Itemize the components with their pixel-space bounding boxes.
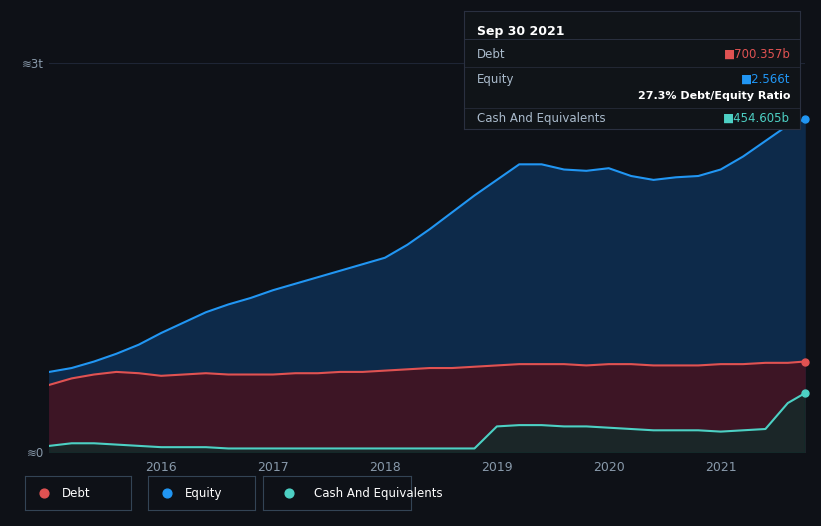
Text: ■454.605b: ■454.605b: [723, 112, 791, 125]
Text: Debt: Debt: [477, 48, 506, 61]
Point: [160, 489, 173, 498]
Point: [798, 389, 811, 398]
Point: [798, 115, 811, 124]
Text: Equity: Equity: [477, 73, 515, 86]
Text: Sep 30 2021: Sep 30 2021: [477, 25, 565, 38]
Text: 27.3% Debt/Equity Ratio: 27.3% Debt/Equity Ratio: [638, 90, 791, 101]
Point: [282, 489, 296, 498]
Text: ■2.566t: ■2.566t: [741, 73, 791, 86]
Text: Equity: Equity: [186, 487, 222, 500]
Text: Cash And Equivalents: Cash And Equivalents: [477, 112, 606, 125]
Point: [798, 357, 811, 366]
Text: ■700.357b: ■700.357b: [723, 48, 791, 61]
Point: [37, 489, 50, 498]
Text: Cash And Equivalents: Cash And Equivalents: [314, 487, 443, 500]
Text: Debt: Debt: [62, 487, 90, 500]
